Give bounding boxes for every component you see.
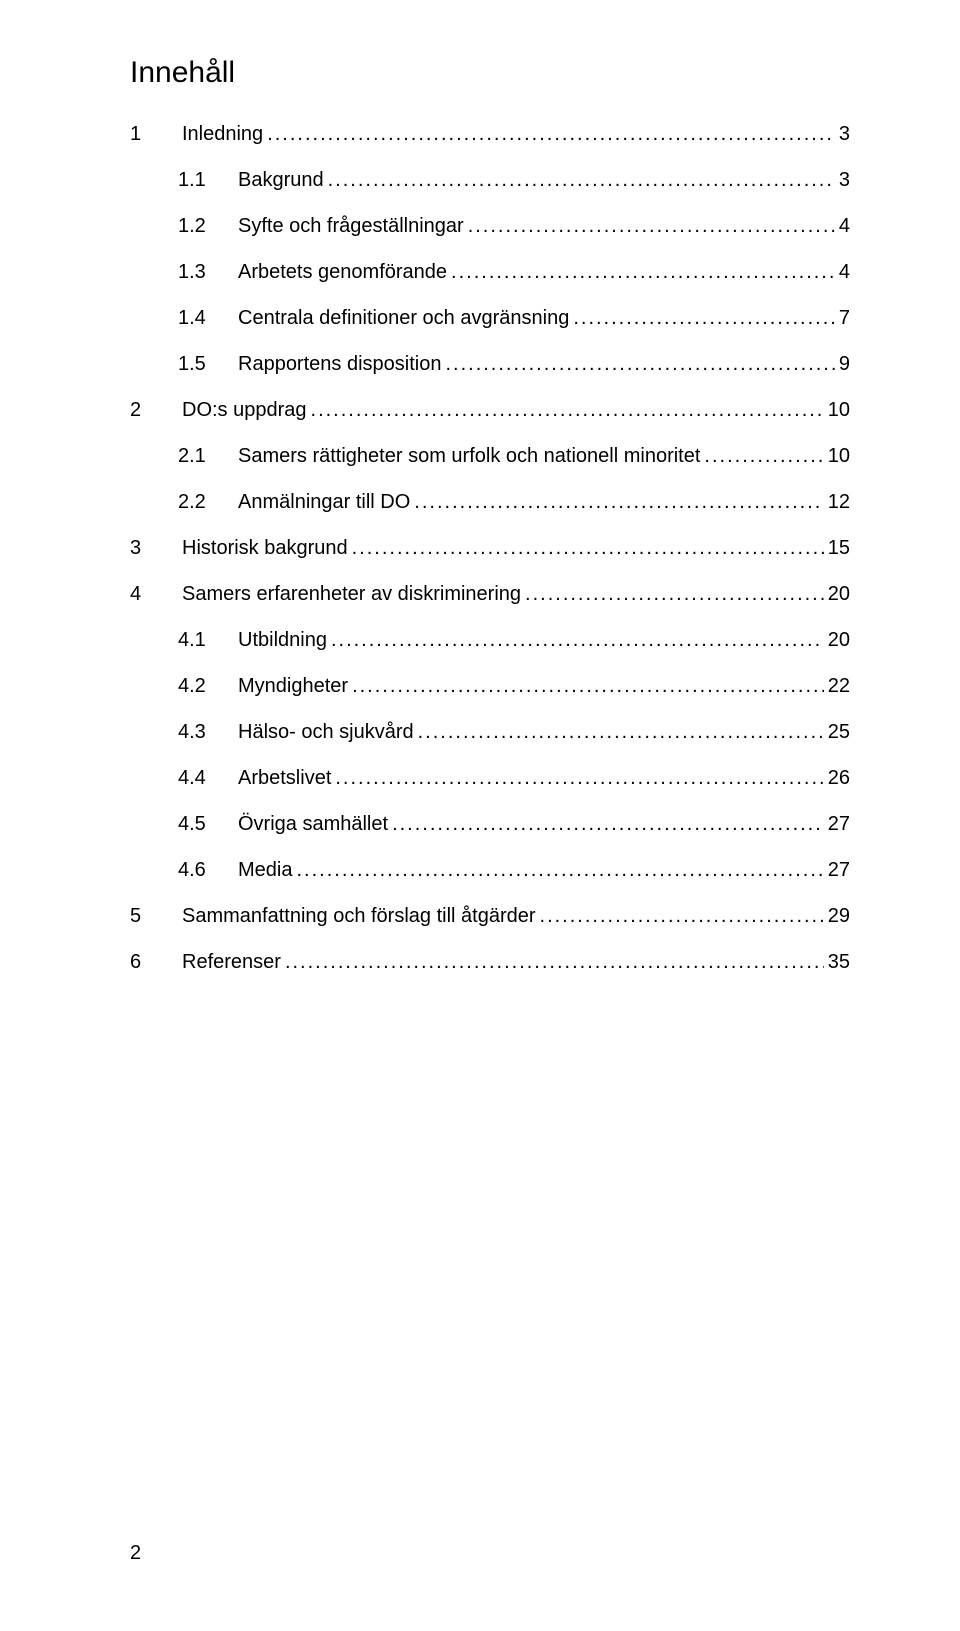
toc-entry-label: Rapportens disposition [238, 350, 441, 378]
toc-entry-number: 1.4 [178, 304, 238, 332]
toc-entry-page: 10 [824, 442, 850, 470]
toc-entry-page: 27 [824, 810, 850, 838]
toc-entry: 5Sammanfattning och förslag till åtgärde… [130, 902, 850, 930]
toc-entry-number: 5 [130, 902, 182, 930]
toc-entry-label: Utbildning [238, 626, 327, 654]
toc-entry-label: Historisk bakgrund [182, 534, 348, 562]
toc-entry-number: 4.2 [178, 672, 238, 700]
toc-entry: 1.5Rapportens disposition 9 [130, 350, 850, 378]
toc-leader-dots [569, 304, 835, 332]
toc-entry: 3Historisk bakgrund 15 [130, 534, 850, 562]
toc-leader-dots [414, 718, 824, 746]
toc-entry: 1.4Centrala definitioner och avgränsning… [130, 304, 850, 332]
toc-entry-page: 4 [835, 258, 850, 286]
toc-entry-number: 2 [130, 396, 182, 424]
toc-entry-number: 2.2 [178, 488, 238, 516]
toc-entry-label: Anmälningar till DO [238, 488, 410, 516]
toc-entry: 2.2Anmälningar till DO 12 [130, 488, 850, 516]
page-number: 2 [130, 1542, 141, 1565]
toc-leader-dots [536, 902, 824, 930]
toc-entry: 4.6Media 27 [130, 856, 850, 884]
toc-entry-number: 4 [130, 580, 182, 608]
toc-entry-page: 27 [824, 856, 850, 884]
toc-entry-label: Bakgrund [238, 166, 324, 194]
toc-entry: 1Inledning 3 [130, 120, 850, 148]
toc-entry-page: 3 [835, 120, 850, 148]
toc-entry-number: 6 [130, 948, 182, 976]
toc-entry-page: 26 [824, 764, 850, 792]
toc-entry-label: Media [238, 856, 292, 884]
toc-entry-label: Hälso- och sjukvård [238, 718, 414, 746]
toc-leader-dots [348, 534, 824, 562]
toc-title: Innehåll [130, 56, 850, 90]
toc-leader-dots [307, 396, 824, 424]
toc-leader-dots [521, 580, 824, 608]
toc-entry-number: 4.5 [178, 810, 238, 838]
toc-entry-number: 1 [130, 120, 182, 148]
toc-entry-number: 1.1 [178, 166, 238, 194]
toc-leader-dots [327, 626, 824, 654]
toc-entry-number: 4.1 [178, 626, 238, 654]
page: Innehåll 1Inledning 3 1.1Bakgrund 3 1.2Syfte… [0, 0, 960, 976]
toc-entry-page: 12 [824, 488, 850, 516]
toc-leader-dots [331, 764, 823, 792]
toc-leader-dots [410, 488, 823, 516]
toc-entry: 1.2Syfte och frågeställningar 4 [130, 212, 850, 240]
toc-entry: 2.1Samers rättigheter som urfolk och nat… [130, 442, 850, 470]
toc-entry-page: 22 [824, 672, 850, 700]
toc-entry-label: Samers erfarenheter av diskriminering [182, 580, 521, 608]
toc-leader-dots [447, 258, 835, 286]
toc-entry: 2DO:s uppdrag 10 [130, 396, 850, 424]
toc-entry-page: 20 [824, 626, 850, 654]
toc-entry-label: Referenser [182, 948, 281, 976]
toc-entry-label: Arbetets genomförande [238, 258, 447, 286]
toc-entry: 4.2Myndigheter 22 [130, 672, 850, 700]
toc-entry-label: Övriga samhället [238, 810, 388, 838]
toc-leader-dots [292, 856, 823, 884]
toc-entry-number: 1.2 [178, 212, 238, 240]
toc-entry: 4.5Övriga samhället 27 [130, 810, 850, 838]
toc-entry-number: 1.3 [178, 258, 238, 286]
toc-entry-page: 20 [824, 580, 850, 608]
toc-entry-number: 4.3 [178, 718, 238, 746]
toc-entry-label: Centrala definitioner och avgränsning [238, 304, 569, 332]
toc-entry: 4.3Hälso- och sjukvård 25 [130, 718, 850, 746]
toc-entry-page: 35 [824, 948, 850, 976]
toc-entry-page: 9 [835, 350, 850, 378]
toc-entry-label: DO:s uppdrag [182, 396, 307, 424]
toc-entry-page: 7 [835, 304, 850, 332]
toc-entry-page: 3 [835, 166, 850, 194]
toc-leader-dots [281, 948, 824, 976]
toc-leader-dots [263, 120, 835, 148]
toc-leader-dots [348, 672, 824, 700]
table-of-contents: 1Inledning 3 1.1Bakgrund 3 1.2Syfte och fråg… [130, 120, 850, 976]
toc-entry-page: 29 [824, 902, 850, 930]
toc-entry-number: 1.5 [178, 350, 238, 378]
toc-entry: 4Samers erfarenheter av diskriminering 20 [130, 580, 850, 608]
toc-entry-page: 10 [824, 396, 850, 424]
toc-entry-page: 15 [824, 534, 850, 562]
toc-entry-label: Inledning [182, 120, 263, 148]
toc-entry-label: Syfte och frågeställningar [238, 212, 464, 240]
toc-entry-label: Samers rättigheter som urfolk och nation… [238, 442, 700, 470]
toc-leader-dots [464, 212, 835, 240]
toc-entry-page: 4 [835, 212, 850, 240]
toc-entry-number: 2.1 [178, 442, 238, 470]
toc-entry-label: Myndigheter [238, 672, 348, 700]
toc-entry: 4.1Utbildning 20 [130, 626, 850, 654]
toc-entry: 6Referenser 35 [130, 948, 850, 976]
toc-leader-dots [700, 442, 823, 470]
toc-entry: 4.4Arbetslivet 26 [130, 764, 850, 792]
toc-entry-number: 3 [130, 534, 182, 562]
toc-entry-label: Sammanfattning och förslag till åtgärder [182, 902, 536, 930]
toc-entry-page: 25 [824, 718, 850, 746]
toc-entry: 1.3Arbetets genomförande 4 [130, 258, 850, 286]
toc-entry: 1.1Bakgrund 3 [130, 166, 850, 194]
toc-entry-label: Arbetslivet [238, 764, 331, 792]
toc-entry-number: 4.4 [178, 764, 238, 792]
toc-leader-dots [388, 810, 824, 838]
toc-leader-dots [324, 166, 835, 194]
toc-leader-dots [441, 350, 834, 378]
toc-entry-number: 4.6 [178, 856, 238, 884]
